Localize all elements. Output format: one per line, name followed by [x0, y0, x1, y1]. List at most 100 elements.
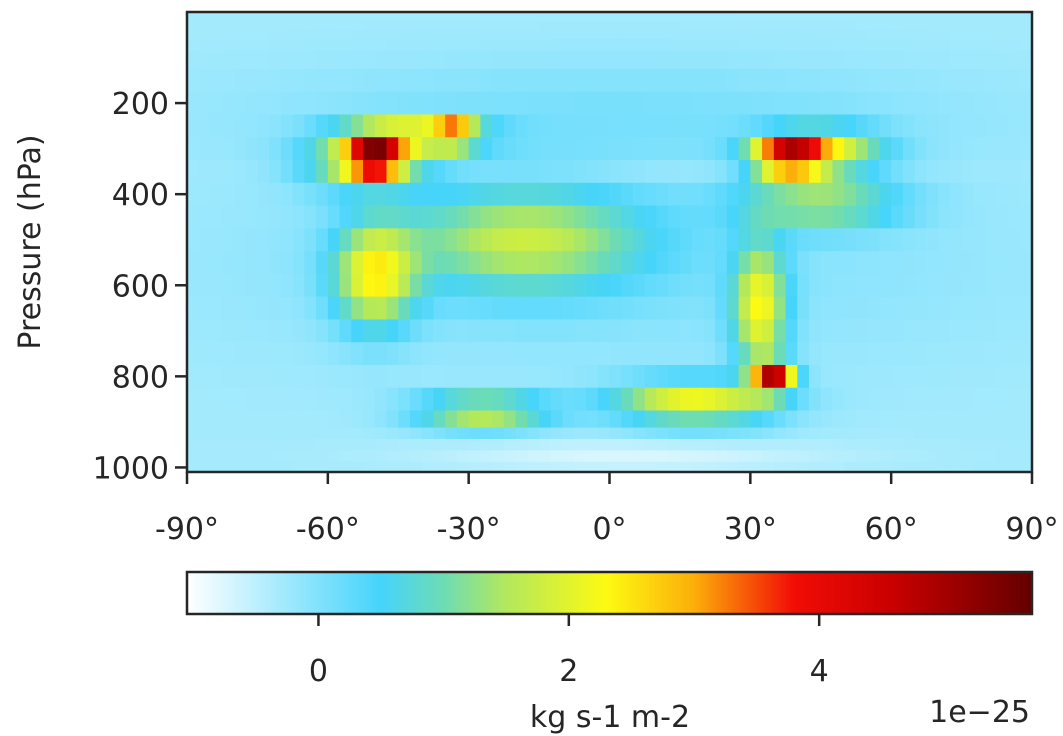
heatmap-cell — [550, 12, 564, 22]
heatmap-cell — [679, 39, 693, 52]
heatmap-cell — [891, 438, 904, 451]
heatmap-cell — [480, 160, 493, 184]
heatmap-cell — [456, 438, 470, 451]
heatmap-cell — [762, 410, 775, 429]
heatmap-cell — [773, 296, 787, 321]
heatmap-cell — [562, 319, 575, 343]
heatmap-cell — [386, 21, 399, 31]
heatmap-cell — [421, 12, 435, 22]
heatmap-cell — [245, 68, 259, 93]
heatmap-cell — [574, 39, 587, 52]
heatmap-cell — [586, 12, 599, 22]
heatmap-cell — [961, 461, 974, 472]
heatmap-cell — [562, 39, 575, 52]
heatmap-cell — [785, 319, 798, 343]
heatmap-cell — [1008, 387, 1021, 412]
heatmap-cell — [867, 342, 881, 366]
heatmap-cell — [468, 273, 482, 298]
heatmap-cell — [562, 387, 575, 412]
heatmap-cell — [973, 50, 986, 70]
heatmap-cell — [855, 450, 869, 463]
heatmap-cell — [269, 12, 282, 22]
heatmap-cell — [480, 273, 493, 298]
heatmap-cell — [456, 21, 470, 31]
heatmap-cell — [515, 461, 528, 472]
heatmap-cell — [609, 228, 622, 252]
heatmap-cell — [785, 182, 798, 207]
heatmap-cell — [503, 21, 517, 31]
heatmap-cell — [304, 387, 317, 412]
heatmap-cell — [386, 438, 399, 451]
x-tick-label: 0° — [592, 512, 626, 547]
heatmap-cell — [421, 30, 435, 40]
heatmap-cell — [1008, 427, 1021, 440]
heatmap-cell — [632, 137, 646, 161]
heatmap-cell — [327, 30, 341, 40]
heatmap-cell — [738, 114, 751, 138]
heatmap-cell — [609, 21, 622, 31]
heatmap-cell — [820, 182, 834, 207]
heatmap-cell — [879, 228, 892, 252]
heatmap-cell — [668, 30, 681, 40]
heatmap-cell — [421, 68, 435, 93]
heatmap-cell — [644, 387, 658, 412]
heatmap-cell — [961, 91, 974, 116]
heatmap-cell — [891, 364, 904, 389]
heatmap-cell — [902, 461, 916, 472]
heatmap-cell — [222, 50, 235, 70]
heatmap-cell — [398, 296, 411, 321]
heatmap-cell — [914, 205, 927, 229]
heatmap-cell — [363, 387, 376, 412]
heatmap-cell — [996, 228, 1010, 252]
heatmap-cell — [914, 342, 927, 366]
heatmap-cell — [550, 319, 564, 343]
heatmap-cell — [574, 68, 587, 93]
heatmap-cell — [210, 450, 223, 463]
heatmap-cell — [785, 137, 798, 161]
heatmap-cell — [292, 251, 305, 275]
heatmap-cell — [316, 182, 329, 207]
heatmap-cell — [996, 68, 1010, 93]
heatmap-cell — [539, 387, 552, 412]
heatmap-cell — [820, 319, 834, 343]
heatmap-cell — [363, 137, 376, 161]
heatmap-cell — [539, 342, 552, 366]
heatmap-cell — [597, 30, 611, 40]
heatmap-cell — [679, 319, 693, 343]
heatmap-cell — [820, 251, 834, 275]
heatmap-cell — [691, 114, 704, 138]
heatmap-cell — [280, 273, 294, 298]
heatmap-cell — [785, 410, 798, 429]
heatmap-cell — [844, 427, 857, 440]
heatmap-cell — [339, 114, 352, 138]
heatmap-cell — [691, 438, 704, 451]
heatmap-cell — [574, 273, 587, 298]
heatmap-cell — [691, 182, 704, 207]
heatmap-cell — [750, 91, 763, 116]
heatmap-cell — [762, 364, 775, 389]
heatmap-cell — [644, 205, 658, 229]
heatmap-cell — [245, 228, 259, 252]
heatmap-cell — [574, 410, 587, 429]
heatmap-cell — [1020, 91, 1032, 116]
heatmap-cell — [421, 427, 435, 440]
heatmap-cell — [339, 137, 352, 161]
heatmap-cell — [198, 39, 212, 52]
heatmap-cell — [280, 438, 294, 451]
heatmap-cell — [738, 50, 751, 70]
heatmap-cell — [327, 427, 341, 440]
heatmap-cell — [269, 21, 282, 31]
x-tick-label: -90° — [155, 512, 219, 547]
heatmap-cell — [456, 50, 470, 70]
heatmap-cell — [374, 273, 388, 298]
heatmap-cell — [973, 228, 986, 252]
heatmap-cell — [597, 50, 611, 70]
heatmap-cell — [351, 114, 364, 138]
heatmap-cell — [879, 296, 892, 321]
heatmap-cell — [679, 68, 693, 93]
heatmap-cell — [374, 450, 388, 463]
heatmap-cell — [949, 160, 963, 184]
heatmap-cell — [726, 387, 740, 412]
y-tick-label: 200 — [112, 87, 169, 122]
